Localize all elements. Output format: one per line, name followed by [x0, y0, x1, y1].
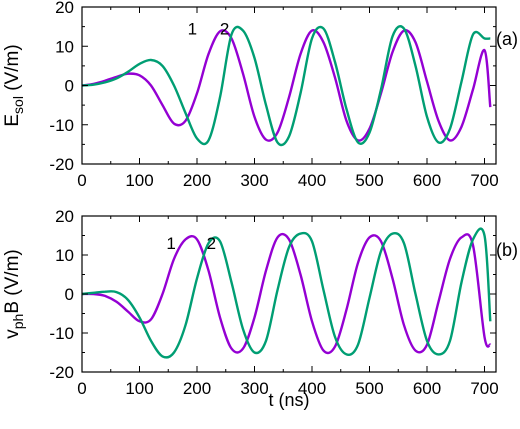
x-tick-label: 500	[355, 171, 383, 190]
y-axis-label: Esol (V/m)	[2, 44, 26, 126]
x-tick-label: 400	[298, 379, 326, 398]
curve-label-2: 2	[220, 19, 229, 38]
x-axis-label: t (ns)	[268, 390, 309, 410]
curve-label-2: 2	[207, 234, 216, 253]
x-tick-label: 100	[125, 171, 153, 190]
x-tick-label: 100	[125, 379, 153, 398]
y-tick-label: -10	[49, 116, 74, 135]
x-tick-label: 400	[298, 171, 326, 190]
x-tick-label: 600	[413, 379, 441, 398]
x-tick-label: 0	[77, 379, 86, 398]
panel-a: 0 100 200 300 400 500 600 700 -20 -10 0 10 20 Esol (V…	[2, 0, 518, 190]
x-tick-label: 200	[183, 171, 211, 190]
series-line-2	[81, 25, 491, 147]
panel-label: (b)	[496, 240, 518, 260]
curve-label-1: 1	[188, 19, 197, 38]
y-tick-label: 10	[55, 246, 74, 265]
y-tick-label: 10	[55, 37, 74, 56]
x-tick-label: 0	[77, 171, 86, 190]
series-line-1	[81, 29, 492, 142]
y-tick-label: 0	[65, 285, 74, 304]
x-tick-label: 500	[355, 379, 383, 398]
plot-frame	[81, 6, 497, 165]
x-tick-label: 300	[240, 171, 268, 190]
y-tick-label: -10	[49, 324, 74, 343]
curve-label-1: 1	[166, 234, 175, 253]
y-tick-label: 20	[55, 0, 74, 17]
panel-b: 0 100 200 300 400 500 600 700 -20 -10 0 10 20 vphB (V…	[2, 207, 518, 410]
y-tick-label: 20	[55, 207, 74, 226]
y-tick-label: 0	[65, 77, 74, 96]
series-line-2	[81, 227, 492, 359]
y-tick-label: -20	[49, 363, 74, 382]
y-axis-label: vphB (V/m)	[2, 249, 26, 338]
x-tick-label: 600	[413, 171, 441, 190]
panel-label: (a)	[496, 29, 518, 49]
x-tick-label: 700	[470, 171, 498, 190]
x-tick-label: 200	[183, 379, 211, 398]
x-tick-label: 700	[470, 379, 498, 398]
y-tick-label: -20	[49, 155, 74, 174]
x-tick-label: 300	[240, 379, 268, 398]
